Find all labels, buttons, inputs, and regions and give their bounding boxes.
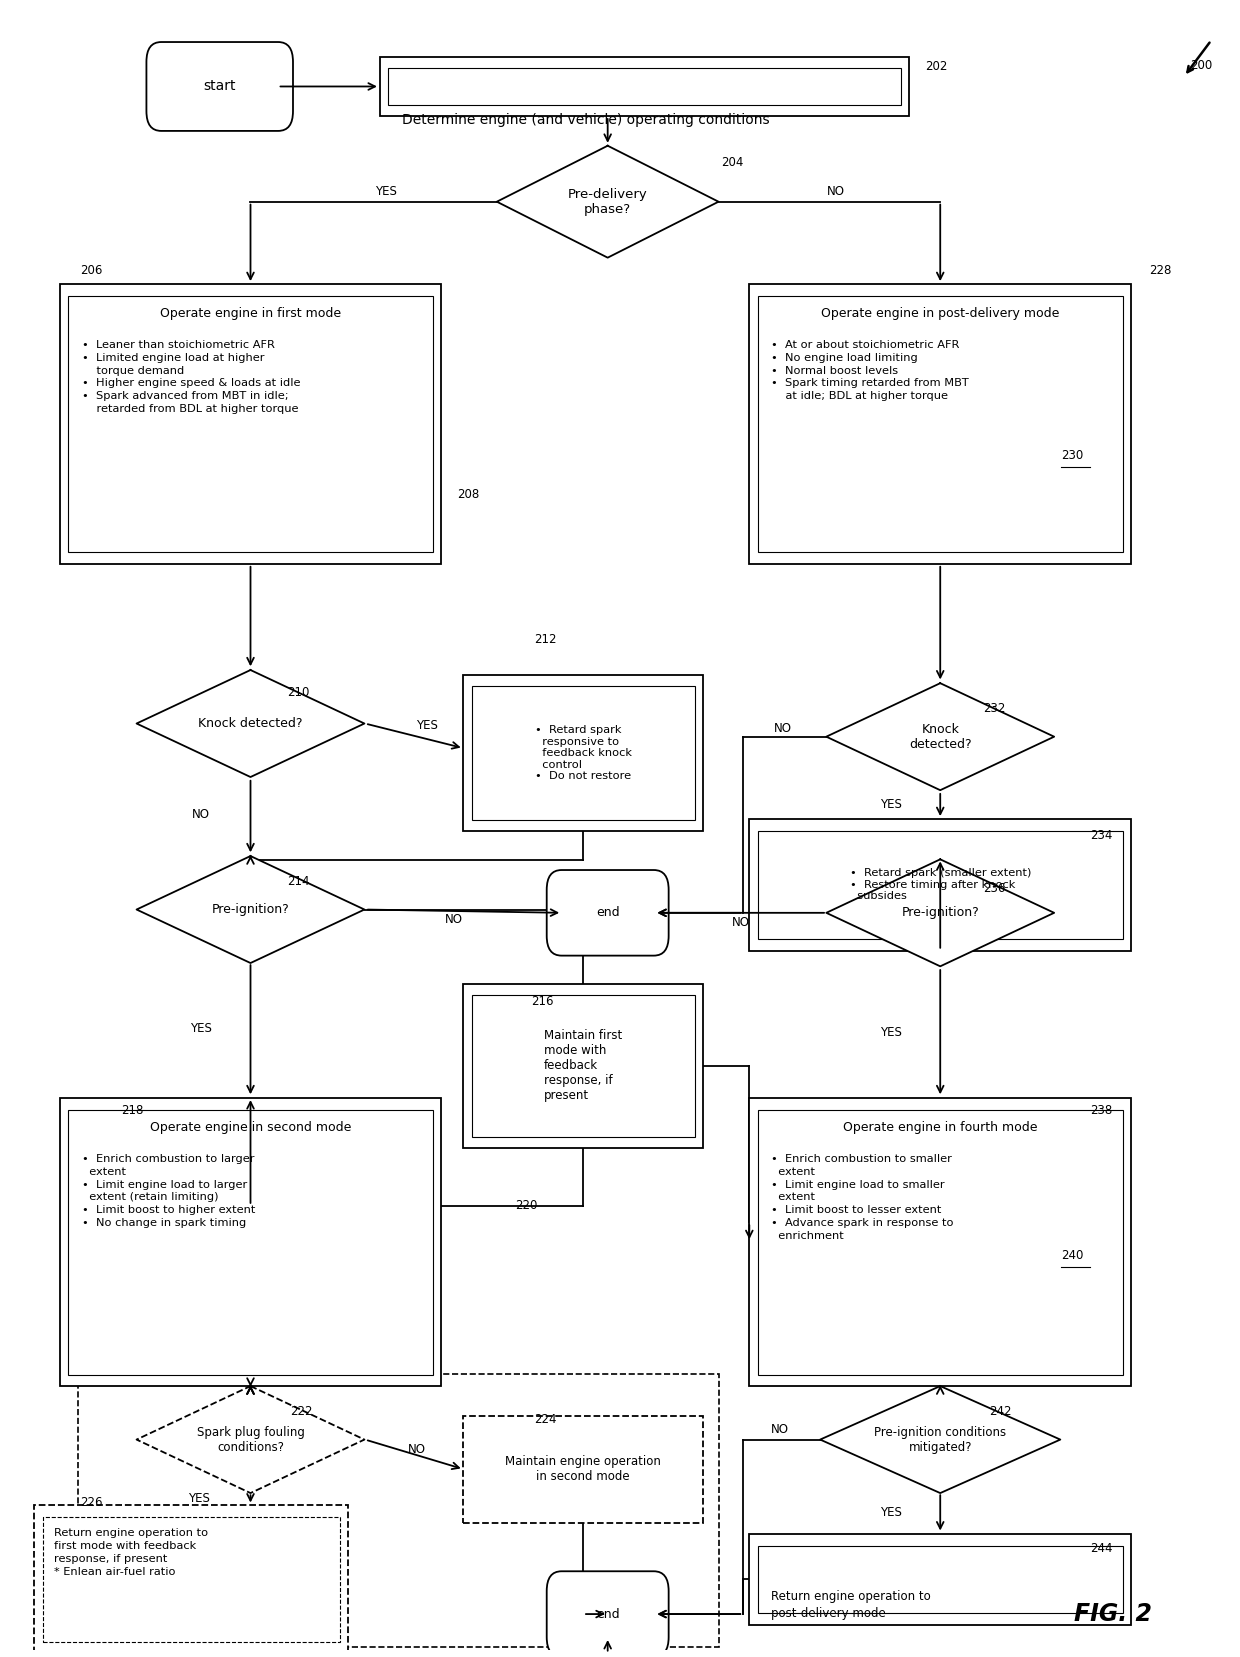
Bar	[758, 1110, 1122, 1375]
Text: Return engine operation to
first mode with feedback
response, if present
* Enlea: Return engine operation to first mode wi…	[55, 1528, 208, 1577]
Text: Operate engine in fourth mode: Operate engine in fourth mode	[843, 1122, 1038, 1133]
Bar	[749, 283, 1131, 563]
Polygon shape	[826, 683, 1054, 790]
Text: NO: NO	[732, 916, 750, 930]
Text: 236: 236	[983, 882, 1006, 895]
Text: NO: NO	[445, 913, 463, 926]
Text: NO: NO	[771, 1423, 789, 1437]
Text: YES: YES	[880, 797, 901, 810]
Text: 210: 210	[288, 686, 310, 699]
Text: 204: 204	[720, 156, 743, 169]
Text: start: start	[203, 80, 236, 93]
Text: YES: YES	[880, 1506, 901, 1518]
Bar	[463, 674, 703, 832]
Bar	[471, 686, 694, 820]
Text: YES: YES	[187, 1493, 210, 1505]
Text: 208: 208	[458, 489, 480, 500]
Polygon shape	[136, 669, 365, 777]
Text: 242: 242	[990, 1405, 1012, 1418]
Text: 224: 224	[533, 1413, 557, 1427]
Text: 244: 244	[1090, 1541, 1114, 1554]
Bar	[68, 1110, 433, 1375]
Text: •  Enrich combustion to smaller
  extent
•  Limit engine load to smaller
  exten: • Enrich combustion to smaller extent • …	[771, 1153, 954, 1241]
Text: Pre-ignition?: Pre-ignition?	[212, 903, 289, 916]
Bar	[749, 1099, 1131, 1385]
Text: Pre-delivery
phase?: Pre-delivery phase?	[568, 187, 647, 215]
Polygon shape	[497, 146, 718, 258]
FancyBboxPatch shape	[146, 41, 293, 131]
Text: 220: 220	[516, 1200, 538, 1213]
Bar	[78, 1374, 718, 1647]
Text: Pre-ignition?: Pre-ignition?	[901, 906, 980, 920]
Text: 200: 200	[1190, 58, 1213, 71]
Bar	[758, 830, 1122, 940]
Text: 230: 230	[1061, 449, 1084, 462]
Bar	[379, 56, 909, 116]
Bar	[60, 283, 441, 563]
Text: Pre-ignition conditions
mitigated?: Pre-ignition conditions mitigated?	[874, 1425, 1007, 1453]
Text: NO: NO	[827, 186, 844, 199]
Text: •  Retard spark (smaller extent)
•  Restore timing after knock
  subsides: • Retard spark (smaller extent) • Restor…	[849, 868, 1030, 901]
Bar	[471, 996, 694, 1137]
Polygon shape	[136, 1385, 365, 1493]
Text: 214: 214	[288, 875, 310, 888]
Text: Return engine operation to
post-delivery mode: Return engine operation to post-delivery…	[771, 1591, 931, 1619]
Bar	[60, 1099, 441, 1385]
Text: 212: 212	[533, 633, 557, 646]
Text: 222: 222	[290, 1405, 312, 1418]
Text: Operate engine in post-delivery mode: Operate engine in post-delivery mode	[821, 307, 1059, 320]
Text: 234: 234	[1090, 828, 1112, 842]
Text: •  Retard spark
  responsive to
  feedback knock
  control
•  Do not restore: • Retard spark responsive to feedback kn…	[534, 726, 631, 782]
Polygon shape	[820, 1385, 1060, 1493]
Text: 202: 202	[925, 60, 947, 73]
FancyBboxPatch shape	[547, 870, 668, 956]
Text: •  Enrich combustion to larger
  extent
•  Limit engine load to larger
  extent : • Enrich combustion to larger extent • L…	[82, 1153, 255, 1228]
Text: 238: 238	[1090, 1104, 1112, 1117]
Bar	[463, 984, 703, 1148]
Text: Knock
detected?: Knock detected?	[909, 722, 972, 751]
Text: 240: 240	[1061, 1249, 1084, 1261]
Text: 228: 228	[1149, 265, 1172, 277]
Polygon shape	[136, 857, 365, 963]
Text: YES: YES	[190, 1022, 212, 1034]
FancyBboxPatch shape	[547, 1571, 668, 1657]
Text: 216: 216	[531, 996, 554, 1007]
Text: YES: YES	[880, 1026, 901, 1039]
Text: 232: 232	[983, 703, 1006, 716]
Text: Operate engine in first mode: Operate engine in first mode	[160, 307, 341, 320]
Bar	[35, 1506, 348, 1654]
Text: end: end	[596, 906, 620, 920]
Polygon shape	[826, 860, 1054, 966]
Text: FIG. 2: FIG. 2	[1074, 1602, 1152, 1626]
Bar	[758, 295, 1122, 552]
Text: end: end	[596, 1607, 620, 1621]
Bar	[43, 1516, 340, 1642]
Text: 218: 218	[122, 1104, 144, 1117]
Text: YES: YES	[415, 719, 438, 732]
Text: NO: NO	[774, 722, 791, 736]
Bar	[68, 295, 433, 552]
Text: Operate engine in second mode: Operate engine in second mode	[150, 1122, 351, 1133]
Bar	[758, 1546, 1122, 1614]
Text: Maintain engine operation
in second mode: Maintain engine operation in second mode	[505, 1455, 661, 1483]
Text: •  Leaner than stoichiometric AFR
•  Limited engine load at higher
    torque de: • Leaner than stoichiometric AFR • Limit…	[82, 340, 300, 414]
Text: NO: NO	[408, 1443, 425, 1457]
Text: 226: 226	[81, 1496, 103, 1508]
Text: Maintain first
mode with
feedback
response, if
present: Maintain first mode with feedback respon…	[544, 1029, 622, 1102]
Bar	[463, 1415, 703, 1523]
Text: Knock detected?: Knock detected?	[198, 717, 303, 731]
Bar	[749, 1534, 1131, 1626]
Text: Spark plug fouling
conditions?: Spark plug fouling conditions?	[197, 1425, 305, 1453]
Text: 206: 206	[81, 265, 103, 277]
Text: Determine engine (and vehicle) operating conditions: Determine engine (and vehicle) operating…	[402, 113, 770, 128]
Text: •  At or about stoichiometric AFR
•  No engine load limiting
•  Normal boost lev: • At or about stoichiometric AFR • No en…	[771, 340, 970, 401]
Bar	[388, 68, 900, 104]
Bar	[749, 819, 1131, 951]
Text: NO: NO	[192, 807, 211, 820]
Text: YES: YES	[374, 186, 397, 199]
